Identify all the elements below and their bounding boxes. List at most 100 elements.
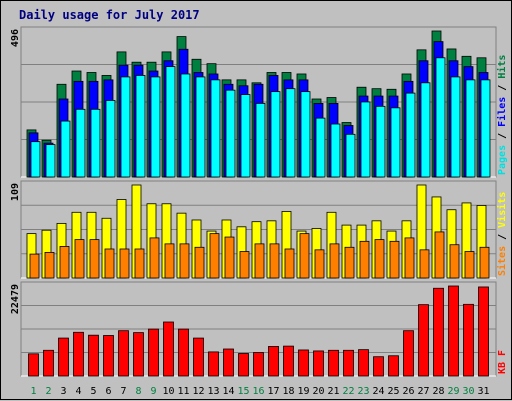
sites-bar	[299, 233, 310, 279]
pages-bar	[150, 76, 161, 178]
day-label: 10	[162, 386, 174, 397]
series-axis-label: Pages / Files / Hits	[496, 55, 508, 175]
kbf-bar	[223, 348, 234, 377]
sites-bar	[374, 239, 385, 279]
pages-bar	[240, 94, 251, 178]
pages-bar	[375, 105, 386, 178]
kbf-bar	[208, 351, 219, 377]
pages-bar	[465, 79, 476, 178]
kbf-bar	[463, 303, 474, 377]
day-label: 17	[267, 386, 279, 397]
pages-bar	[450, 76, 461, 178]
sites-bar	[404, 237, 415, 279]
day-label: 8	[135, 386, 141, 397]
day-label: 26	[402, 386, 414, 397]
pages-bar	[255, 103, 266, 178]
kbf-bar	[28, 353, 39, 377]
series-axis-label: KB F	[497, 350, 508, 374]
sites-bar	[344, 246, 355, 279]
day-label: 19	[297, 386, 309, 397]
kbf-bar	[283, 345, 294, 377]
pages-bar	[300, 91, 311, 178]
sites-bar	[59, 246, 70, 279]
pages-bar	[135, 75, 146, 178]
pages-bar	[75, 108, 86, 178]
x-axis-day-labels: 1 2 3 4 5 6 7 8 9 10 11 12 13 14 15 16 17 18 19 20 21 22 23 24 2…	[30, 386, 489, 397]
pages-bar	[405, 92, 416, 178]
pages-bar	[210, 79, 221, 178]
pages-bar	[45, 144, 56, 178]
chart-title: Daily usage for July 2017	[19, 8, 200, 22]
day-label: 6	[105, 386, 111, 397]
sites-bar	[284, 248, 295, 279]
day-label: 29	[447, 386, 459, 397]
series-axis-label-part: Pages	[497, 145, 508, 175]
kbf-bar	[313, 350, 324, 377]
series-axis-label-part: /	[497, 228, 508, 246]
kbf-bar	[343, 349, 354, 377]
kbf-bar	[103, 335, 114, 377]
sites-bar	[134, 248, 145, 279]
day-label: 2	[45, 386, 51, 397]
day-label: 5	[90, 386, 96, 397]
day-label: 13	[207, 386, 219, 397]
sites-bar	[29, 253, 40, 279]
day-label: 23	[357, 386, 369, 397]
day-label: 4	[75, 386, 81, 397]
sites-bar	[44, 251, 55, 279]
pages-bar	[195, 76, 206, 178]
day-label: 9	[150, 386, 156, 397]
day-label: 16	[252, 386, 264, 397]
kbf-bar	[148, 328, 159, 377]
series-axis-label-part: Files	[496, 97, 508, 127]
day-label: 20	[312, 386, 324, 397]
sites-bar	[434, 231, 445, 279]
pages-bar	[270, 91, 281, 178]
pages-bar	[165, 66, 176, 178]
day-label: 22	[342, 386, 354, 397]
day-label: 18	[282, 386, 294, 397]
day-label: 21	[327, 386, 339, 397]
series-axis-label-part: /	[497, 127, 508, 145]
kbf-bar	[268, 346, 279, 377]
day-label: 27	[417, 386, 429, 397]
series-axis-label-part: KB F	[497, 350, 508, 374]
panel-hits_files_pages: 496 Pages / Files / Hits	[10, 26, 508, 178]
sites-bar	[104, 248, 115, 279]
kbf-bar	[478, 286, 489, 377]
sites-bar	[239, 251, 250, 279]
panel-visits_sites: 109 Sites / Visits	[10, 180, 508, 279]
kbf-bar	[88, 334, 99, 377]
kbf-bar	[433, 287, 444, 377]
pages-bar	[285, 88, 296, 178]
sites-bar	[209, 233, 220, 279]
panel-kbf: 22479 KB F	[10, 281, 508, 377]
sites-bar	[314, 249, 325, 279]
kbf-bar	[193, 337, 204, 377]
y-max-label: 22479	[10, 284, 21, 314]
kbf-bar	[178, 328, 189, 377]
sites-bar	[194, 246, 205, 279]
kbf-bar	[238, 353, 249, 377]
series-axis-label-part: Sites	[496, 246, 508, 276]
kbf-bar	[358, 349, 369, 377]
sites-bar	[359, 240, 370, 279]
series-axis-label-part: /	[497, 79, 508, 97]
pages-bar	[90, 108, 101, 178]
kbf-bar	[133, 332, 144, 377]
sites-bar	[419, 249, 430, 279]
day-label: 15	[237, 386, 249, 397]
kbf-bar	[43, 349, 54, 377]
day-label: 24	[372, 386, 384, 397]
day-label: 11	[177, 386, 189, 397]
day-label: 25	[387, 386, 399, 397]
kbf-bar	[118, 330, 129, 377]
pages-bar	[120, 76, 131, 178]
pages-bar	[480, 79, 491, 178]
kbf-bar	[418, 304, 429, 377]
sites-bar	[329, 243, 340, 279]
day-label: 1	[30, 386, 36, 397]
sites-bar	[164, 243, 175, 279]
